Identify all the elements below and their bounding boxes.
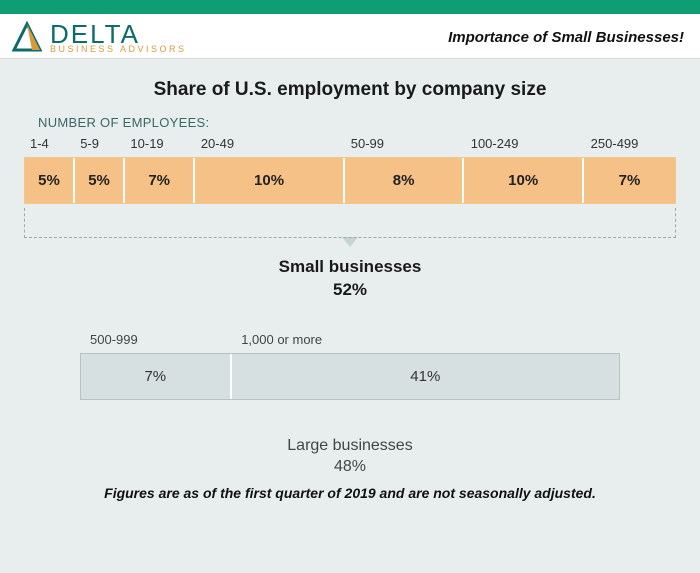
small-group-value: 52% bbox=[0, 279, 700, 302]
small-range-label: 50-99 bbox=[345, 134, 465, 157]
small-range-label: 250-499 bbox=[585, 134, 676, 157]
small-range-label: 100-249 bbox=[465, 134, 585, 157]
large-biz-row: 500-9991,000 or more 7%41% bbox=[80, 332, 620, 400]
large-group-title: Large businesses bbox=[0, 436, 700, 457]
small-bar-segment: 10% bbox=[195, 158, 345, 203]
headline: Importance of Small Businesses! bbox=[448, 29, 684, 46]
small-biz-row: 1-45-910-1920-4950-99100-249250-499 5%5%… bbox=[24, 134, 676, 204]
small-group-title: Small businesses bbox=[0, 256, 700, 279]
large-bar-segment: 41% bbox=[232, 354, 619, 399]
small-range-labels: 1-45-910-1920-4950-99100-249250-499 bbox=[24, 134, 676, 157]
field-label: NUMBER OF EMPLOYEES: bbox=[38, 115, 700, 130]
brand-logo: DELTA BUSINESS ADVISORS bbox=[10, 20, 187, 54]
chart-title: Share of U.S. employment by company size bbox=[0, 79, 700, 101]
small-range-label: 1-4 bbox=[24, 134, 74, 157]
small-range-label: 20-49 bbox=[195, 134, 345, 157]
large-bar-segment: 7% bbox=[81, 354, 232, 399]
small-biz-bracket bbox=[24, 208, 676, 238]
small-biz-bar: 5%5%7%10%8%10%7% bbox=[24, 157, 676, 204]
small-bar-segment: 5% bbox=[25, 158, 75, 203]
small-bar-segment: 5% bbox=[75, 158, 125, 203]
small-bar-segment: 10% bbox=[464, 158, 584, 203]
small-biz-group-label: Small businesses 52% bbox=[0, 256, 700, 302]
chart-area: Share of U.S. employment by company size… bbox=[0, 59, 700, 501]
header: DELTA BUSINESS ADVISORS Importance of Sm… bbox=[0, 14, 700, 59]
brand-name: DELTA bbox=[50, 21, 187, 47]
footnote: Figures are as of the first quarter of 2… bbox=[0, 485, 700, 501]
large-biz-bar: 7%41% bbox=[80, 353, 620, 400]
large-range-label: 500-999 bbox=[80, 332, 231, 353]
large-group-value: 48% bbox=[0, 457, 700, 478]
small-range-label: 5-9 bbox=[74, 134, 124, 157]
small-range-label: 10-19 bbox=[124, 134, 194, 157]
large-range-label: 1,000 or more bbox=[231, 332, 620, 353]
delta-logo-icon bbox=[10, 20, 44, 54]
top-accent-bar bbox=[0, 0, 700, 14]
small-bar-segment: 7% bbox=[125, 158, 195, 203]
small-bar-segment: 8% bbox=[345, 158, 465, 203]
large-biz-group-label: Large businesses 48% bbox=[0, 436, 700, 478]
large-range-labels: 500-9991,000 or more bbox=[80, 332, 620, 353]
brand-sub: BUSINESS ADVISORS bbox=[50, 45, 187, 54]
small-bar-segment: 7% bbox=[584, 158, 675, 203]
